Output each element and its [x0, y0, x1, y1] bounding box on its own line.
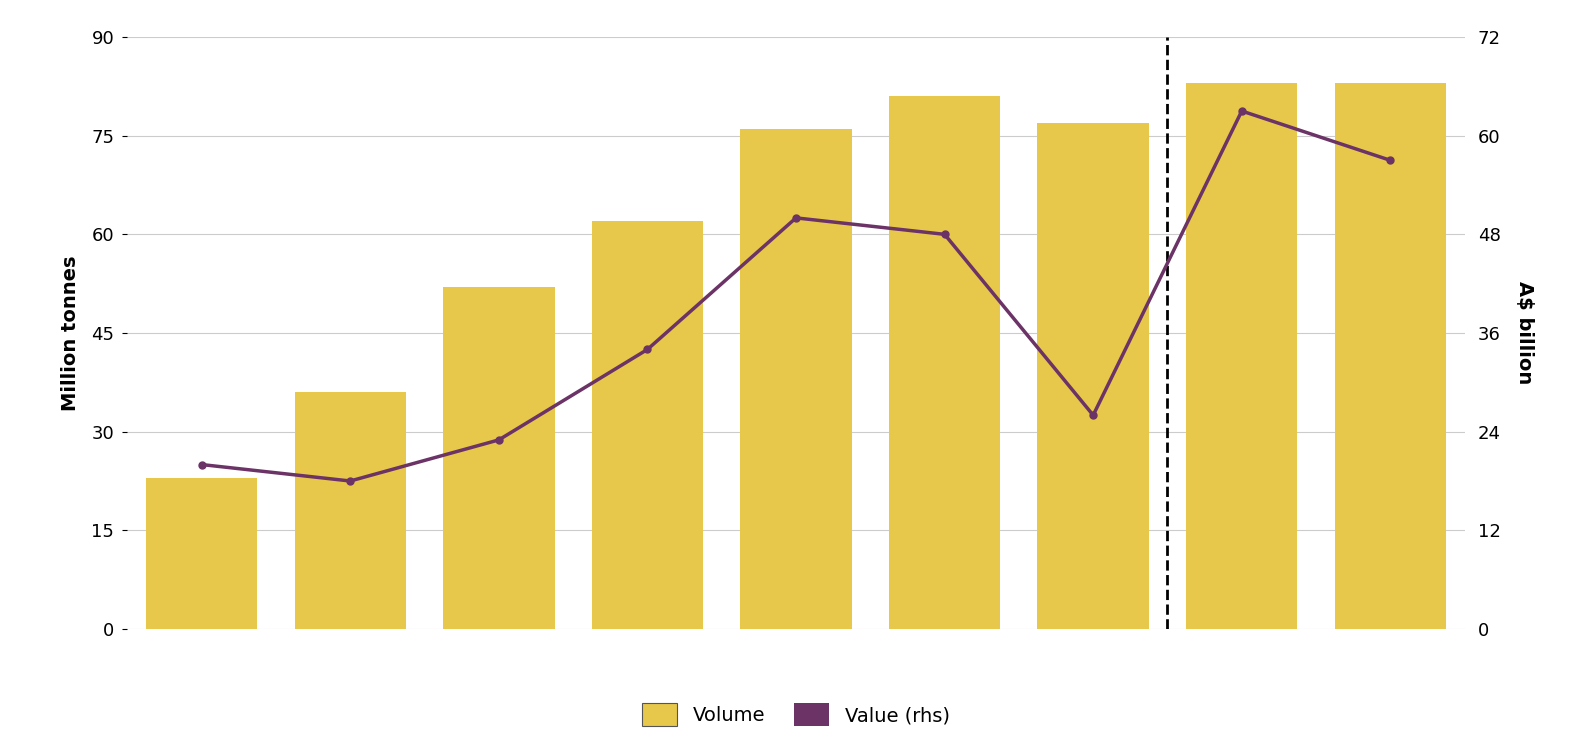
Legend: Volume, Value (rhs): Volume, Value (rhs): [642, 704, 950, 726]
Bar: [443, 287, 554, 629]
Bar: [740, 129, 852, 629]
Bar: [146, 478, 258, 629]
Bar: [888, 96, 1000, 629]
Y-axis label: A$ billion: A$ billion: [1514, 281, 1533, 385]
Bar: [1334, 83, 1446, 629]
Bar: [1186, 83, 1297, 629]
Y-axis label: Million tonnes: Million tonnes: [60, 255, 80, 411]
Bar: [1038, 123, 1149, 629]
Bar: [295, 392, 406, 629]
Bar: [592, 221, 704, 629]
